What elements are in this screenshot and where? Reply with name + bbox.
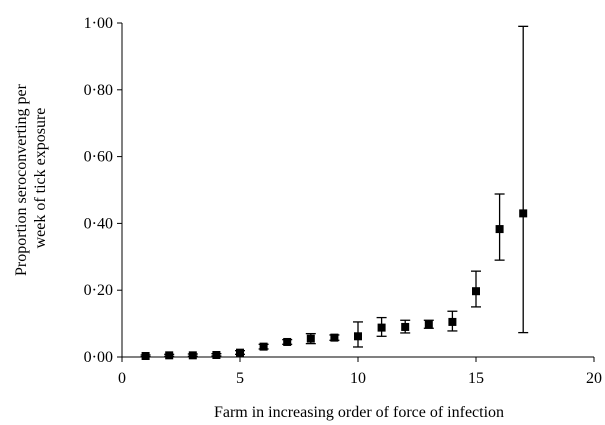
tick-marks bbox=[117, 22, 595, 362]
y-tick-label: 0·20 bbox=[84, 282, 113, 299]
data-point bbox=[401, 322, 410, 331]
data-point bbox=[259, 342, 268, 351]
data-point bbox=[424, 320, 433, 329]
y-axis-label: Proportion seroconverting per week of ti… bbox=[13, 80, 49, 276]
error-bars bbox=[140, 25, 529, 358]
error-bar bbox=[518, 25, 529, 334]
data-point bbox=[188, 351, 197, 360]
y-tick-label: 0·00 bbox=[84, 349, 113, 366]
data-point bbox=[519, 209, 528, 218]
data-point bbox=[354, 332, 362, 341]
y-tick-label: 0·40 bbox=[84, 215, 113, 232]
y-tick-label: 0·80 bbox=[84, 82, 113, 99]
x-tick-label: 0 bbox=[118, 370, 126, 387]
y-tick-label: 1·00 bbox=[84, 15, 113, 32]
data-point bbox=[236, 348, 244, 357]
data-points bbox=[141, 209, 528, 360]
data-point bbox=[377, 323, 386, 332]
data-point bbox=[212, 350, 221, 359]
x-tick-label: 10 bbox=[350, 370, 366, 387]
data-point bbox=[495, 225, 504, 234]
y-axis-label-line-1: Proportion seroconverting per bbox=[13, 83, 30, 276]
x-tick-label: 5 bbox=[236, 370, 244, 387]
x-tick-label: 15 bbox=[468, 370, 484, 387]
tick-labels: 0·00 0·20 0·40 0·60 0·80 1·00 0 5 10 15 20 bbox=[84, 15, 602, 387]
x-axis-label: Farm in increasing order of force of inf… bbox=[214, 404, 504, 421]
data-point bbox=[330, 333, 339, 342]
y-tick-label: 0·60 bbox=[84, 149, 113, 166]
y-axis-label-line-2: week of tick exposure bbox=[32, 108, 49, 249]
data-point bbox=[306, 334, 315, 343]
data-point bbox=[472, 287, 480, 296]
x-tick-label: 20 bbox=[586, 370, 602, 387]
data-point bbox=[165, 351, 174, 360]
data-point bbox=[283, 337, 292, 346]
data-point bbox=[141, 351, 150, 360]
data-point bbox=[448, 317, 457, 326]
